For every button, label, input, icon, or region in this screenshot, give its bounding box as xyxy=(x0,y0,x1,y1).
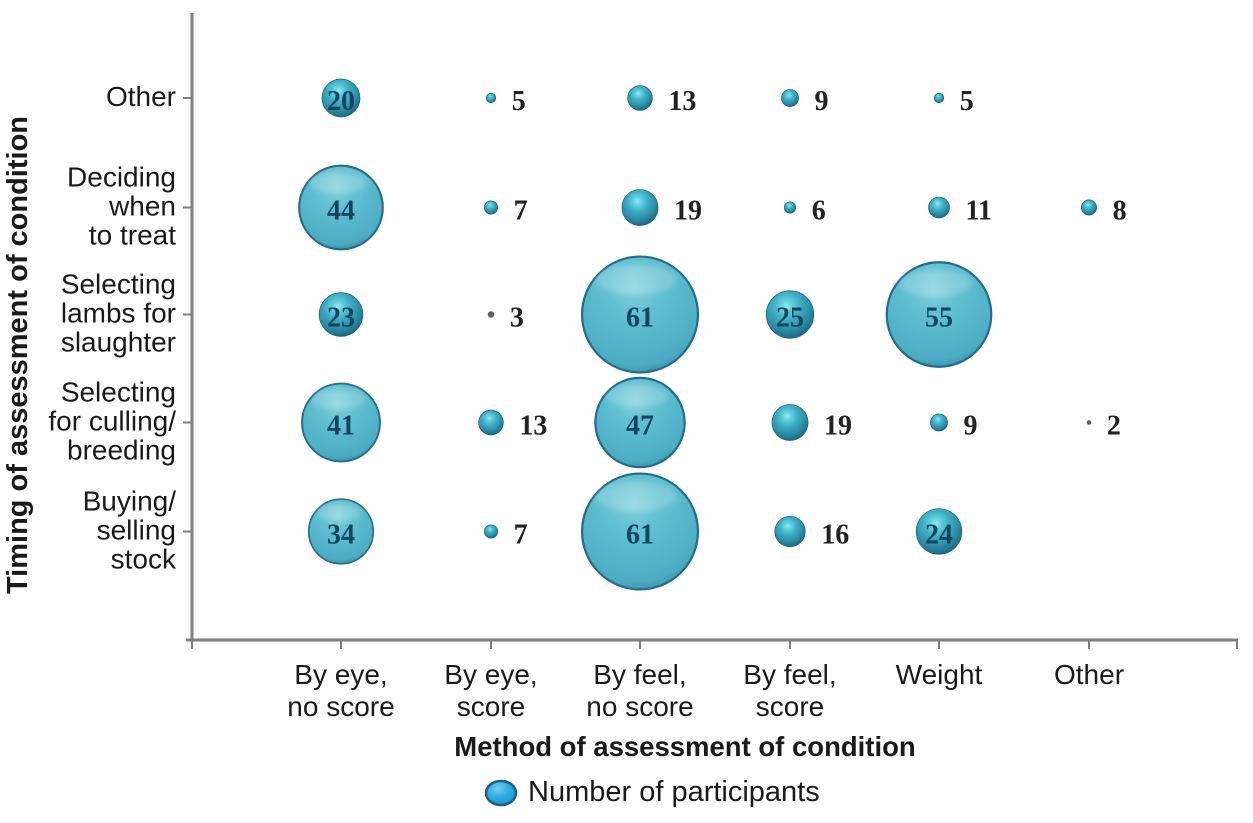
svg-text:By eye,: By eye, xyxy=(444,659,537,690)
svg-text:16: 16 xyxy=(821,520,849,551)
svg-text:Method of assessment of condit: Method of assessment of condition xyxy=(454,731,915,762)
svg-text:no score: no score xyxy=(586,691,693,722)
svg-text:Number of participants: Number of participants xyxy=(528,776,820,808)
svg-text:24: 24 xyxy=(925,520,953,551)
svg-text:55: 55 xyxy=(925,303,953,334)
svg-text:19: 19 xyxy=(674,196,702,227)
svg-text:Other: Other xyxy=(1054,659,1124,690)
svg-text:score: score xyxy=(756,691,824,722)
svg-text:23: 23 xyxy=(327,303,355,334)
svg-text:Weight: Weight xyxy=(896,659,983,690)
svg-text:19: 19 xyxy=(824,411,852,442)
svg-text:7: 7 xyxy=(514,520,528,551)
svg-text:61: 61 xyxy=(626,520,654,551)
svg-text:for culling/: for culling/ xyxy=(48,406,176,437)
svg-text:5: 5 xyxy=(512,86,526,117)
svg-text:41: 41 xyxy=(327,411,355,442)
svg-text:47: 47 xyxy=(626,411,654,442)
svg-text:when: when xyxy=(108,191,176,222)
svg-text:selling: selling xyxy=(97,515,176,546)
svg-text:7: 7 xyxy=(514,196,528,227)
svg-text:stock: stock xyxy=(111,544,177,575)
svg-text:Buying/: Buying/ xyxy=(83,486,177,517)
svg-text:score: score xyxy=(457,691,525,722)
svg-text:to treat: to treat xyxy=(89,220,176,251)
svg-text:20: 20 xyxy=(327,86,355,117)
svg-text:By eye,: By eye, xyxy=(294,659,387,690)
svg-text:34: 34 xyxy=(327,520,355,551)
svg-text:6: 6 xyxy=(812,196,826,227)
svg-text:5: 5 xyxy=(960,86,974,117)
svg-text:By feel,: By feel, xyxy=(593,659,686,690)
svg-text:25: 25 xyxy=(776,303,804,334)
svg-text:Timing of assessment of condit: Timing of assessment of condition xyxy=(2,116,34,594)
svg-text:Other: Other xyxy=(106,81,176,112)
svg-text:lambs for: lambs for xyxy=(61,298,176,329)
svg-text:Deciding: Deciding xyxy=(67,162,176,193)
svg-text:13: 13 xyxy=(519,411,547,442)
svg-text:9: 9 xyxy=(964,411,978,442)
svg-text:3: 3 xyxy=(510,303,524,334)
svg-text:11: 11 xyxy=(965,196,991,227)
svg-text:By feel,: By feel, xyxy=(743,659,836,690)
svg-text:no score: no score xyxy=(287,691,394,722)
svg-text:8: 8 xyxy=(1113,196,1127,227)
svg-text:slaughter: slaughter xyxy=(61,327,176,358)
svg-text:61: 61 xyxy=(626,303,654,334)
svg-text:Selecting: Selecting xyxy=(61,269,176,300)
svg-text:9: 9 xyxy=(815,86,829,117)
svg-text:13: 13 xyxy=(668,86,696,117)
svg-text:Selecting: Selecting xyxy=(61,377,176,408)
svg-text:44: 44 xyxy=(327,196,355,227)
svg-text:breeding: breeding xyxy=(67,435,176,466)
svg-text:2: 2 xyxy=(1107,411,1121,442)
